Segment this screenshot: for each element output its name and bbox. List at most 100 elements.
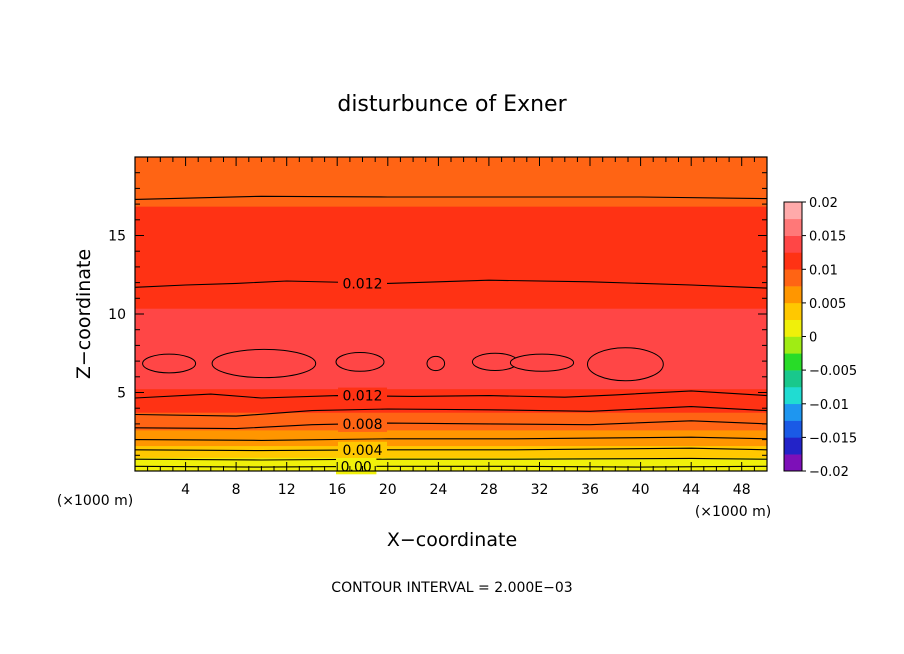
colorbar-swatch — [784, 302, 802, 320]
y-tick-label: 15 — [108, 229, 126, 245]
field-band — [135, 174, 767, 178]
x-tick-label: 44 — [682, 482, 700, 498]
colorbar-swatch — [784, 353, 802, 371]
field-band — [135, 453, 767, 456]
field-band — [135, 178, 767, 182]
field-band — [135, 357, 767, 360]
field-band — [135, 253, 767, 256]
field-band — [135, 231, 767, 235]
field-band — [135, 166, 767, 170]
x-tick-label: 16 — [328, 482, 346, 498]
colorbar-swatch — [784, 336, 802, 354]
field-band — [135, 227, 767, 231]
field-band — [135, 255, 767, 258]
contour-label: 0.012 — [342, 276, 382, 292]
contour-line — [135, 195, 767, 200]
field-band — [135, 251, 767, 254]
field-band — [135, 219, 767, 223]
x-tick-label: 24 — [429, 482, 447, 498]
field-band — [135, 388, 767, 392]
closed-contour — [335, 352, 385, 372]
field-band — [135, 435, 767, 439]
field-band — [135, 237, 767, 241]
field-band — [135, 443, 767, 447]
colorbar-swatch — [784, 454, 802, 472]
field-band — [135, 241, 767, 244]
x-tick-label: 48 — [733, 482, 751, 498]
field-band — [135, 347, 767, 350]
field-band — [135, 306, 767, 309]
field-band — [135, 463, 767, 466]
colorbar-swatch — [784, 252, 802, 270]
x-tick-label: 8 — [232, 482, 241, 498]
field-band — [135, 314, 767, 317]
field-band — [135, 284, 767, 288]
contour-label-bg — [338, 275, 387, 292]
field-band — [135, 429, 767, 433]
field-band — [135, 272, 767, 276]
field-band — [135, 298, 767, 301]
field-band — [135, 296, 767, 299]
colorbar-swatch — [784, 202, 802, 220]
field-band — [135, 380, 767, 384]
field-band — [135, 423, 767, 427]
field-band — [135, 372, 767, 376]
colorbar-label: 0 — [809, 331, 817, 346]
field-band — [135, 317, 767, 321]
colorbar-swatch — [784, 319, 802, 337]
field-band — [135, 221, 767, 225]
field-band — [135, 327, 767, 331]
contour-label-bg — [338, 441, 387, 458]
field-band — [135, 418, 767, 421]
field-band — [135, 402, 767, 405]
field-band — [135, 168, 767, 172]
colorbar-label: 0.015 — [809, 230, 846, 245]
contour-line — [135, 457, 767, 461]
field-band — [135, 412, 767, 415]
field-band — [135, 243, 767, 246]
field-band — [135, 374, 767, 378]
x-tick-label: 4 — [181, 482, 190, 498]
colorbar-label: −0.02 — [809, 465, 849, 480]
field-band — [135, 323, 767, 327]
field-band — [135, 343, 767, 346]
field-band — [135, 410, 767, 413]
field-band — [135, 310, 767, 313]
colorbar-swatch — [784, 403, 802, 421]
field-band — [135, 186, 767, 189]
field-band — [135, 396, 767, 399]
field-band — [135, 366, 767, 370]
field-band — [135, 211, 767, 215]
colorbar-label: −0.01 — [809, 398, 849, 413]
colorbar-label: 0.01 — [809, 263, 838, 278]
field-band — [135, 264, 767, 268]
field-band — [135, 223, 767, 227]
field-band — [135, 376, 767, 380]
colorbar-label: 0.02 — [809, 196, 838, 211]
field-band — [135, 427, 767, 431]
closed-contour — [211, 348, 317, 379]
field-band — [135, 278, 767, 282]
field-band — [135, 333, 767, 337]
field-band — [135, 259, 767, 262]
field-band — [135, 419, 767, 423]
contour-line — [135, 447, 767, 452]
field-band — [135, 445, 767, 449]
x-unit-left: (×1000 m) — [57, 493, 133, 509]
field-band — [135, 339, 767, 343]
contour-interval-note: CONTOUR INTERVAL = 2.000E−03 — [331, 580, 572, 596]
field-band — [135, 390, 767, 394]
field-band — [135, 461, 767, 464]
field-band — [135, 312, 767, 315]
field-band — [135, 319, 767, 323]
field-band — [135, 378, 767, 382]
field-band — [135, 441, 767, 445]
field-band — [135, 321, 767, 325]
field-band — [135, 361, 767, 364]
field-band — [135, 229, 767, 233]
colorbar: 0.02 0.015 0.01 0.005 0 −0.005 −0.01 −0.015 −0.0… — [783, 196, 857, 480]
field-band — [135, 172, 767, 176]
field-band — [135, 392, 767, 396]
